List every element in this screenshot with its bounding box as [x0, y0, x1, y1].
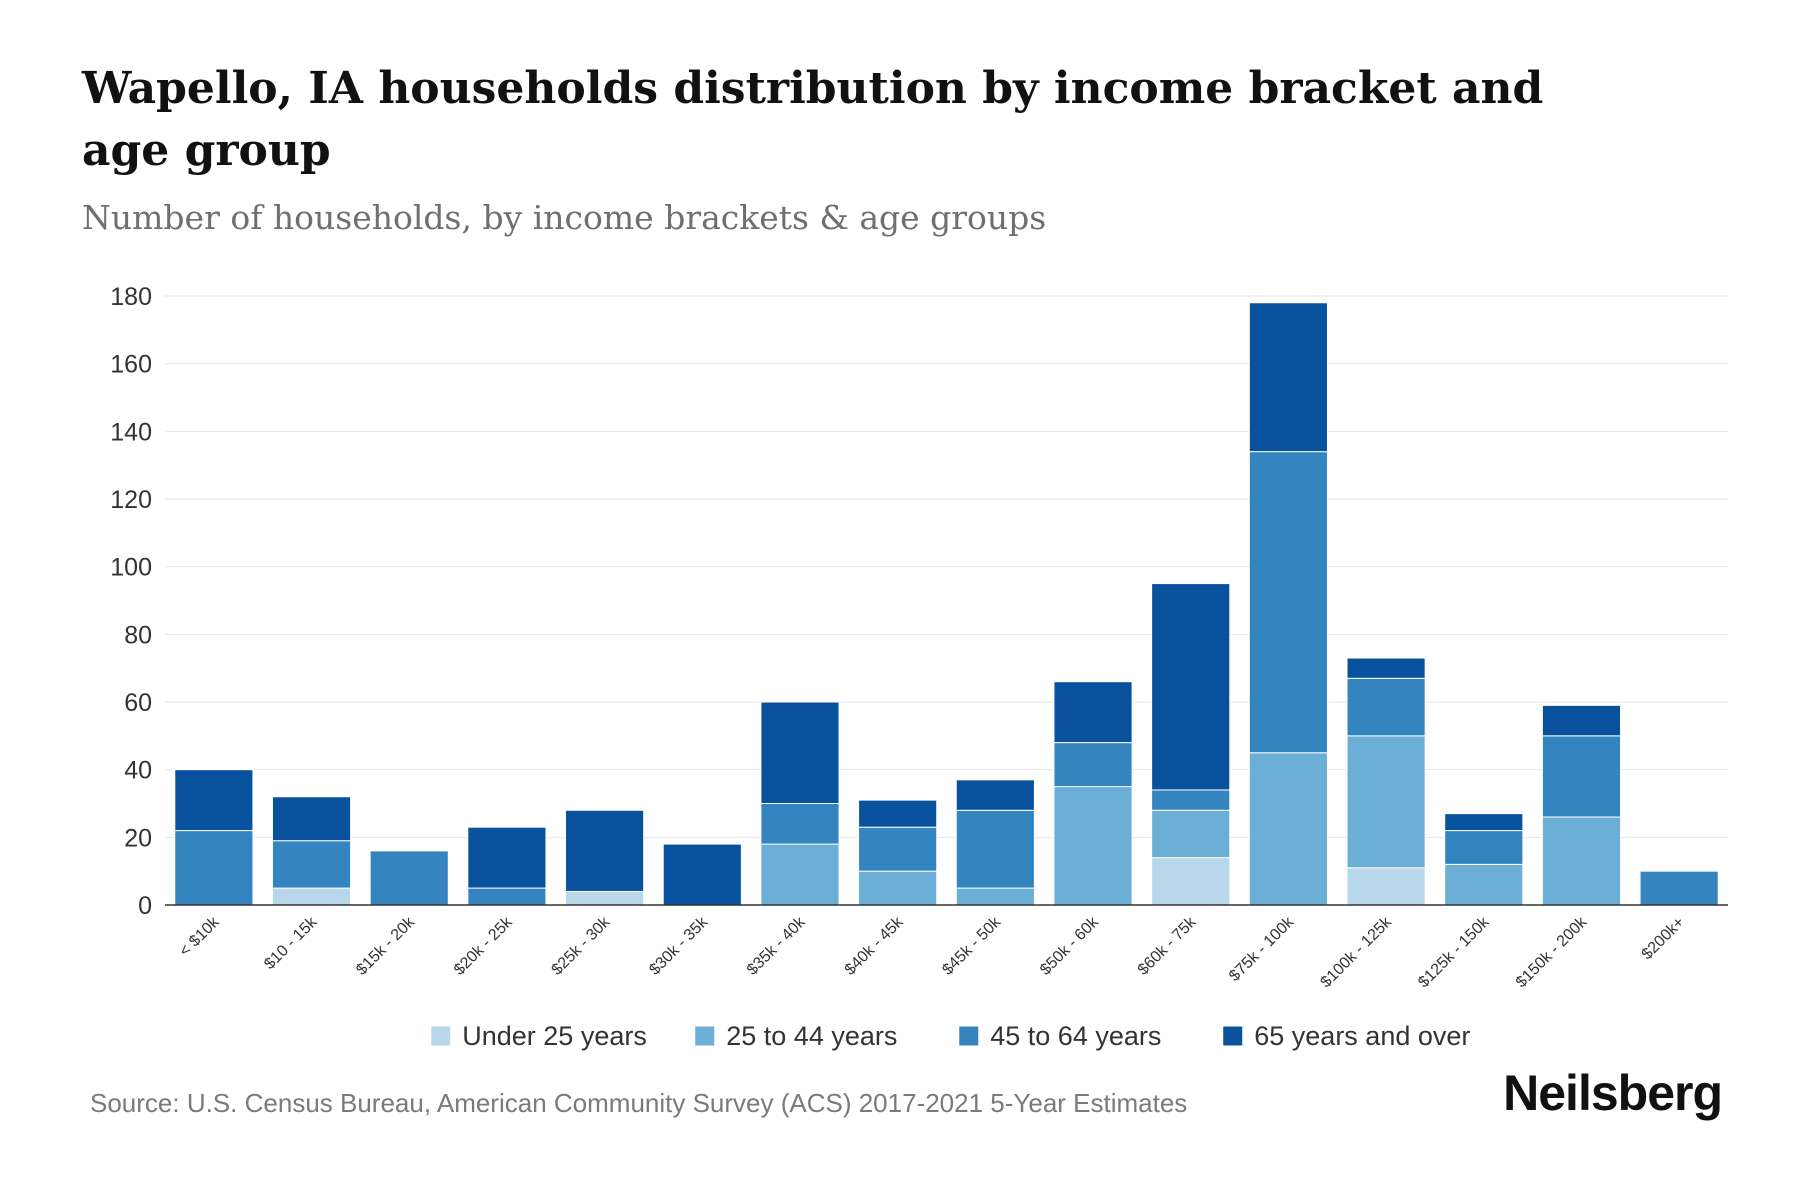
x-tick-label: $10 - 15k	[261, 913, 321, 973]
legend-label: 45 to 64 years	[990, 1021, 1161, 1051]
bar-segment	[565, 809, 645, 892]
grid-lines	[165, 295, 1728, 838]
bar-segment	[1541, 816, 1622, 906]
bar-segment	[174, 769, 254, 832]
legend-label: 65 years and over	[1254, 1021, 1470, 1051]
bar-segment	[1541, 735, 1622, 818]
bar-segment	[1346, 657, 1426, 679]
bar-segment	[858, 870, 938, 906]
y-tick-label: 100	[110, 554, 152, 582]
bar-segment	[1151, 583, 1231, 791]
legend-label: 25 to 44 years	[726, 1021, 897, 1051]
bar-segment	[1151, 809, 1231, 859]
x-axis-ticks: < $10k $10 - 15k $15k - 20k $20k - 25k $25k …	[176, 913, 1688, 991]
y-tick-label: 140	[110, 418, 152, 446]
y-tick-label: 20	[124, 824, 152, 852]
bar-segment	[858, 826, 938, 872]
y-tick-label: 120	[110, 486, 152, 514]
bar-segment	[1346, 867, 1426, 906]
x-tick-label: $25k - 30k	[549, 913, 615, 979]
bar-segment	[760, 843, 840, 906]
bar-segment	[662, 843, 742, 906]
bar-segment	[1444, 830, 1524, 865]
bar-segment	[467, 887, 547, 906]
bar-segment	[467, 826, 547, 889]
bar-segment	[955, 809, 1035, 889]
chart-title: Wapello, IA households distribution by i…	[82, 63, 1544, 176]
bar-segment	[271, 887, 352, 906]
y-tick-label: 0	[138, 892, 152, 920]
brand-logo: Neilsberg	[1503, 1065, 1723, 1121]
x-tick-label: $125k - 150k	[1415, 913, 1493, 991]
x-tick-label: $45k - 50k	[939, 913, 1005, 979]
bar-segment	[174, 830, 254, 906]
legend-swatch	[695, 1026, 715, 1046]
x-tick-label: $20k - 25k	[451, 913, 517, 979]
bar-segment	[955, 779, 1035, 811]
x-tick-label: < $10k	[176, 913, 223, 960]
bar-segment	[271, 840, 352, 889]
bar-segment	[565, 890, 645, 906]
legend-swatch	[431, 1026, 451, 1046]
y-tick-label: 160	[110, 351, 152, 379]
chart-subtitle: Number of households, by income brackets…	[82, 198, 1047, 237]
bar-segment	[271, 796, 352, 842]
bar-segment	[1053, 681, 1133, 744]
bar-segment	[1248, 752, 1328, 906]
legend-label: Under 25 years	[462, 1021, 647, 1051]
bar-segment	[1151, 789, 1231, 811]
x-tick-label: $50k - 60k	[1037, 913, 1103, 979]
bars	[174, 302, 1719, 906]
bar-segment	[1346, 735, 1426, 869]
bar-segment	[369, 850, 449, 906]
bar-segment	[760, 701, 840, 804]
x-tick-label: $35k - 40k	[744, 913, 810, 979]
bar-segment	[1248, 302, 1328, 453]
bar-segment	[1053, 742, 1133, 788]
bar-segment	[1346, 677, 1426, 737]
x-tick-label: $200k+	[1639, 914, 1688, 963]
y-tick-label: 180	[110, 283, 152, 311]
x-tick-label: $75k - 100k	[1226, 913, 1298, 985]
bar-segment	[858, 799, 938, 828]
source-note: Source: U.S. Census Bureau, American Com…	[90, 1088, 1188, 1118]
bar-segment	[1151, 857, 1231, 906]
y-axis-ticks: 0 20 40 60 80 100 120 140 160 180	[110, 283, 152, 920]
x-tick-label: $30k - 35k	[646, 913, 712, 979]
x-tick-label: $15k - 20k	[353, 913, 419, 979]
bar-segment	[1444, 863, 1524, 906]
bar-segment	[1248, 451, 1328, 754]
bar-segment	[1053, 786, 1133, 906]
bar-segment	[1639, 870, 1719, 906]
bar-segment	[760, 803, 840, 845]
y-tick-label: 80	[124, 621, 152, 649]
bar-segment	[1541, 704, 1622, 737]
y-tick-label: 40	[124, 757, 152, 785]
x-tick-label: $40k - 45k	[842, 913, 908, 979]
legend-swatch	[1223, 1026, 1243, 1046]
bar-segment	[1444, 813, 1524, 832]
legend: Under 25 years 25 to 44 years 45 to 64 yea…	[431, 1021, 1470, 1051]
x-tick-label: $150k - 200k	[1513, 913, 1591, 991]
x-tick-label: $100k - 125k	[1317, 913, 1395, 991]
bar-segment	[955, 887, 1035, 906]
legend-swatch	[959, 1026, 979, 1046]
y-tick-label: 60	[124, 689, 152, 717]
x-tick-label: $60k - 75k	[1135, 913, 1201, 979]
